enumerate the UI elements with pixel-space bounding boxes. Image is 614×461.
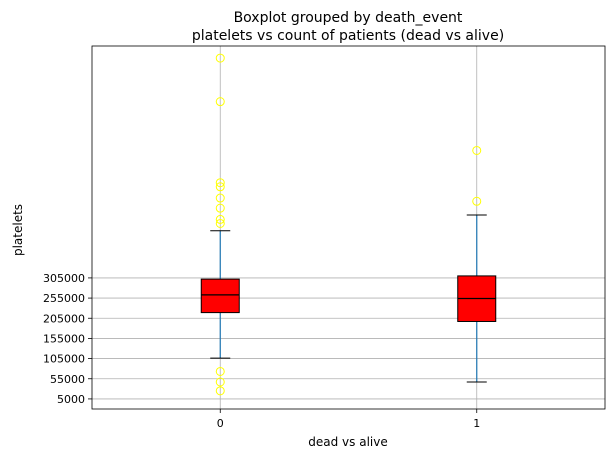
outlier-point	[215, 218, 225, 228]
axis-layer: 5000 55000 105000 155000 205000 255000 305000 0…	[43, 272, 480, 430]
outlier-point	[215, 53, 225, 63]
y-tick-label: 255000	[43, 292, 85, 305]
box-group-1	[457, 145, 497, 383]
outlier-point	[472, 196, 482, 206]
outlier-point	[472, 145, 482, 155]
outlier-point	[215, 182, 225, 192]
x-tick-label: 0	[217, 417, 224, 430]
outlier-point	[215, 97, 225, 107]
y-axis-label: platelets	[11, 204, 25, 256]
plot-frame	[91, 45, 606, 410]
chart-title-line1: Boxplot grouped by death_event	[234, 10, 463, 26]
outlier-point	[215, 214, 225, 224]
outlier-point	[215, 366, 225, 376]
y-tick-label: 55000	[50, 373, 85, 386]
iqr-box	[200, 278, 240, 314]
y-tick-label: 305000	[43, 272, 85, 285]
outlier-point	[215, 193, 225, 203]
y-tick-label: 5000	[57, 393, 85, 406]
y-tick-label: 205000	[43, 312, 85, 325]
x-tick-label: 1	[473, 417, 480, 430]
chart-title-line2: platelets vs count of patients (dead vs …	[192, 28, 504, 44]
x-axis-label: dead vs alive	[308, 435, 387, 449]
box-layer	[200, 53, 497, 396]
outlier-point	[215, 178, 225, 188]
y-tick-label: 105000	[43, 353, 85, 366]
y-tick-label: 155000	[43, 332, 85, 345]
box-group-0	[200, 53, 240, 396]
outlier-point	[215, 377, 225, 387]
outlier-point	[215, 203, 225, 213]
outlier-point	[215, 386, 225, 396]
grid-layer	[92, 46, 605, 409]
